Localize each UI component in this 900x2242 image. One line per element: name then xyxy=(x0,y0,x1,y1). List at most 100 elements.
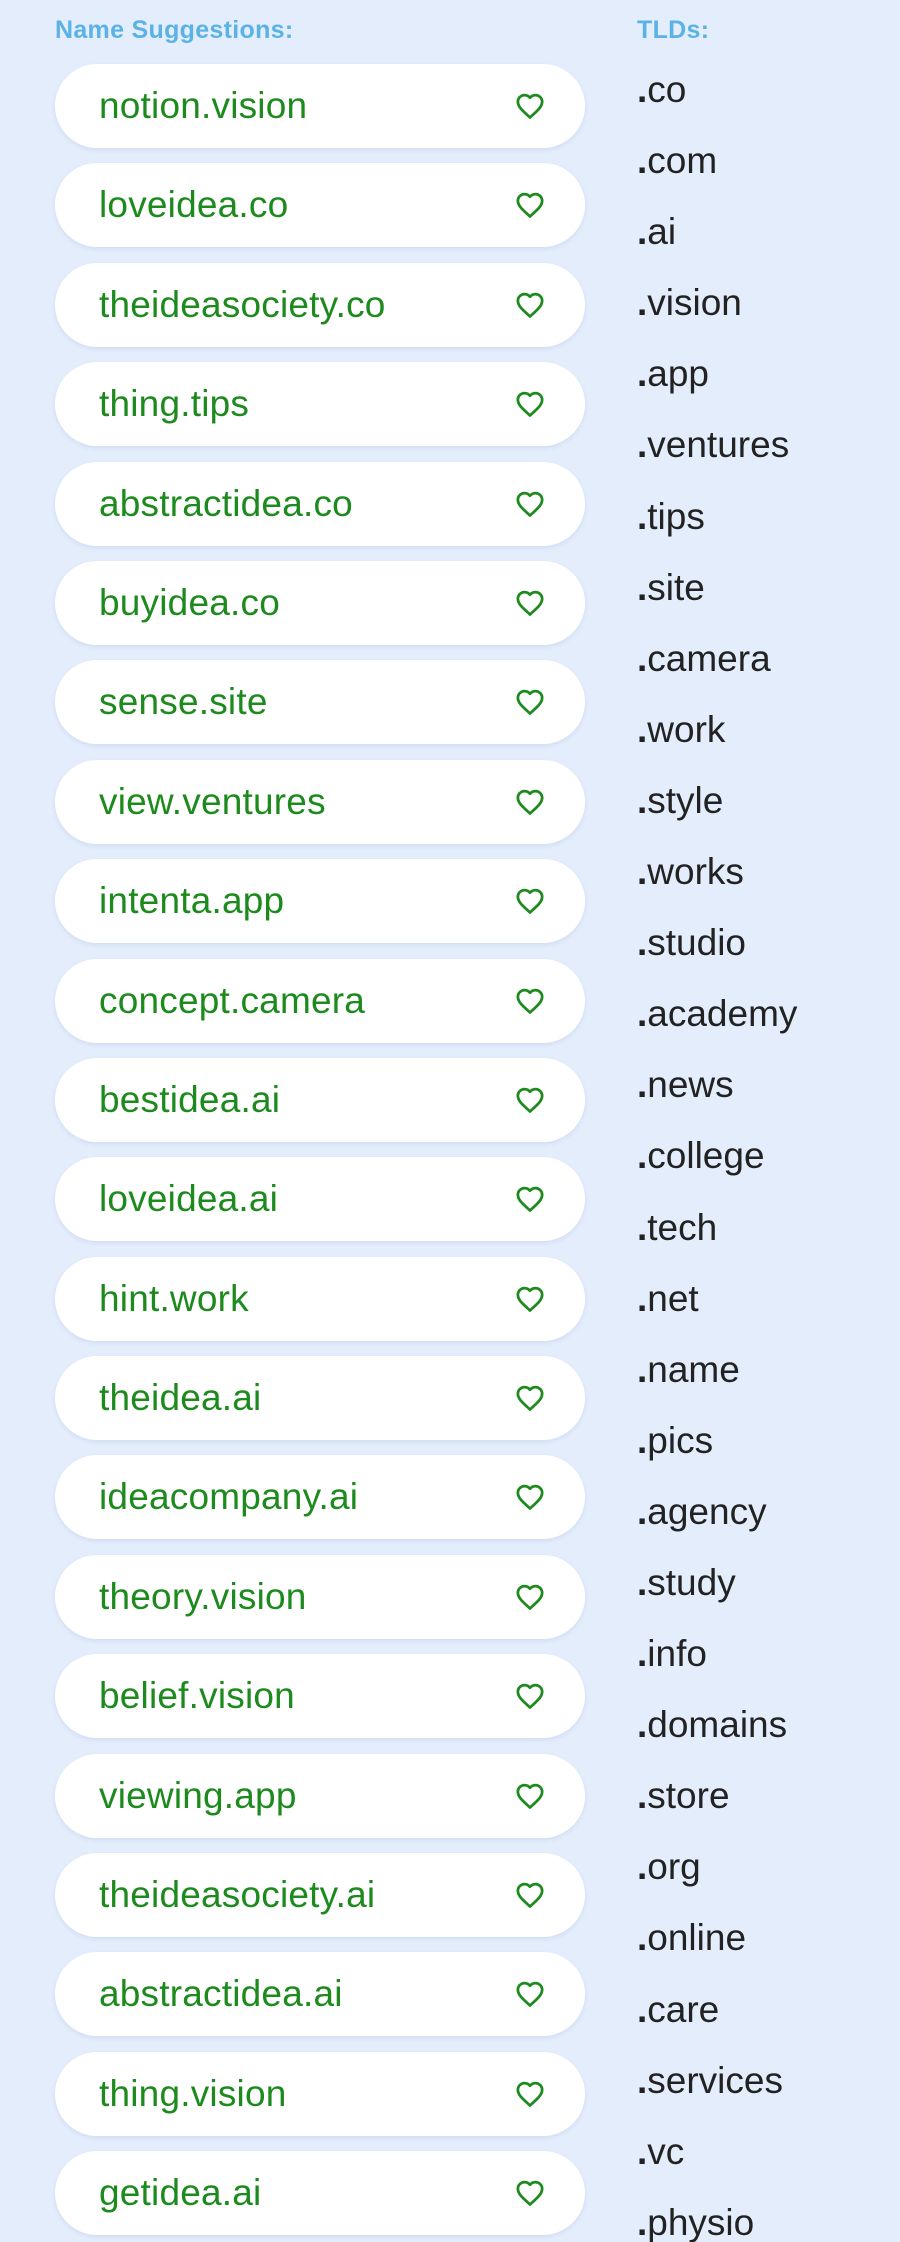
heart-outline-icon[interactable] xyxy=(513,685,547,719)
tld-label: org xyxy=(647,1846,701,1888)
heart-outline-icon[interactable] xyxy=(513,2176,547,2210)
tld-item[interactable]: .ventures xyxy=(637,421,887,492)
tld-label: studio xyxy=(647,922,747,964)
tld-item[interactable]: .care xyxy=(637,1986,887,2057)
heart-outline-icon[interactable] xyxy=(513,1083,547,1117)
tld-item[interactable]: .org xyxy=(637,1843,887,1914)
heart-outline-icon[interactable] xyxy=(513,1878,547,1912)
name-suggestion-item[interactable]: theory.vision xyxy=(55,1554,585,1639)
tld-item[interactable]: .tech xyxy=(637,1204,887,1275)
tld-label: work xyxy=(647,708,726,750)
name-suggestion-item[interactable]: theideasociety.ai xyxy=(55,1853,585,1938)
tld-dot: . xyxy=(637,1917,648,1959)
tld-item[interactable]: .college xyxy=(637,1132,887,1203)
heart-outline-icon[interactable] xyxy=(513,884,547,918)
tld-item[interactable]: .ai xyxy=(637,208,887,279)
tld-label: camera xyxy=(647,637,771,679)
tld-item[interactable]: .vision xyxy=(637,279,887,350)
name-suggestion-item[interactable]: getidea.ai xyxy=(55,2151,585,2236)
heart-outline-icon[interactable] xyxy=(513,1480,547,1514)
tld-item[interactable]: .tips xyxy=(637,493,887,564)
name-suggestion-item[interactable]: intenta.app xyxy=(55,859,585,944)
name-suggestion-item[interactable]: loveidea.ai xyxy=(55,1157,585,1242)
tld-item[interactable]: .net xyxy=(637,1275,887,1346)
heart-outline-icon[interactable] xyxy=(513,89,547,123)
name-suggestion-item[interactable]: abstractidea.co xyxy=(55,461,585,546)
heart-outline-icon[interactable] xyxy=(513,1381,547,1415)
tld-item[interactable]: .online xyxy=(637,1914,887,1985)
tld-dot: . xyxy=(637,1988,648,2030)
heart-outline-icon[interactable] xyxy=(513,1282,547,1316)
name-suggestion-item[interactable]: viewing.app xyxy=(55,1753,585,1838)
heart-outline-icon[interactable] xyxy=(513,1779,547,1813)
tld-item[interactable]: .study xyxy=(637,1559,887,1630)
tld-item[interactable]: .works xyxy=(637,848,887,919)
tld-item[interactable]: .academy xyxy=(637,990,887,1061)
name-suggestion-item[interactable]: buyidea.co xyxy=(55,560,585,645)
name-suggestion-item[interactable]: theidea.ai xyxy=(55,1356,585,1441)
tld-label: site xyxy=(647,566,705,608)
tld-item[interactable]: .domains xyxy=(637,1701,887,1772)
heart-outline-icon[interactable] xyxy=(513,188,547,222)
name-suggestion-label: theidea.ai xyxy=(99,1377,262,1419)
tld-item[interactable]: .work xyxy=(637,706,887,777)
tld-label: ventures xyxy=(647,424,790,466)
tld-dot: . xyxy=(637,140,648,182)
name-suggestion-item[interactable]: sense.site xyxy=(55,660,585,745)
heart-outline-icon[interactable] xyxy=(513,2077,547,2111)
tld-item[interactable]: .style xyxy=(637,777,887,848)
name-suggestion-item[interactable]: theideasociety.co xyxy=(55,262,585,347)
tld-dot: . xyxy=(637,1348,648,1390)
heart-outline-icon[interactable] xyxy=(513,1679,547,1713)
heart-outline-icon[interactable] xyxy=(513,288,547,322)
name-suggestion-item[interactable]: concept.camera xyxy=(55,958,585,1043)
name-suggestion-item[interactable]: thing.vision xyxy=(55,2051,585,2136)
tld-item[interactable]: .co xyxy=(637,66,887,137)
name-suggestions-title: Name Suggestions: xyxy=(55,16,294,44)
name-suggestion-label: intenta.app xyxy=(99,880,285,922)
name-suggestion-item[interactable]: notion.vision xyxy=(55,64,585,148)
name-suggestion-item[interactable]: ideacompany.ai xyxy=(55,1455,585,1540)
tld-label: tech xyxy=(647,1206,718,1248)
heart-outline-icon[interactable] xyxy=(513,1580,547,1614)
tld-item[interactable]: .studio xyxy=(637,919,887,990)
name-suggestion-item[interactable]: bestidea.ai xyxy=(55,1057,585,1142)
tld-item[interactable]: .site xyxy=(637,564,887,635)
heart-outline-icon[interactable] xyxy=(513,1182,547,1216)
tld-label: store xyxy=(647,1775,730,1817)
tld-item[interactable]: .news xyxy=(637,1061,887,1132)
name-suggestion-item[interactable]: loveidea.co xyxy=(55,163,585,248)
tld-item[interactable]: .com xyxy=(637,137,887,208)
heart-outline-icon[interactable] xyxy=(513,984,547,1018)
tld-dot: . xyxy=(637,1704,648,1746)
tld-label: net xyxy=(647,1277,699,1319)
tld-label: agency xyxy=(647,1490,767,1532)
tld-item[interactable]: .app xyxy=(637,350,887,421)
name-suggestion-item[interactable]: thing.tips xyxy=(55,362,585,447)
heart-outline-icon[interactable] xyxy=(513,785,547,819)
tld-item[interactable]: .physio xyxy=(637,2199,887,2242)
heart-outline-icon[interactable] xyxy=(513,487,547,521)
tld-dot: . xyxy=(637,69,648,110)
tld-dot: . xyxy=(637,1633,648,1675)
name-suggestions-list: notion.vision loveidea.co theideasociety.c… xyxy=(55,64,585,2236)
heart-outline-icon[interactable] xyxy=(513,586,547,620)
tld-item[interactable]: .services xyxy=(637,2057,887,2128)
tld-dot: . xyxy=(637,2130,648,2172)
tld-item[interactable]: .store xyxy=(637,1772,887,1843)
tld-item[interactable]: .agency xyxy=(637,1488,887,1559)
heart-outline-icon[interactable] xyxy=(513,1977,547,2011)
name-suggestion-item[interactable]: hint.work xyxy=(55,1256,585,1341)
name-suggestion-item[interactable]: view.ventures xyxy=(55,759,585,844)
tld-item[interactable]: .name xyxy=(637,1346,887,1417)
name-suggestion-label: getidea.ai xyxy=(99,2172,262,2214)
name-suggestion-label: concept.camera xyxy=(99,979,366,1021)
tld-item[interactable]: .info xyxy=(637,1630,887,1701)
tld-item[interactable]: .camera xyxy=(637,635,887,706)
heart-outline-icon[interactable] xyxy=(513,387,547,421)
name-suggestion-item[interactable]: belief.vision xyxy=(55,1654,585,1739)
name-suggestion-item[interactable]: abstractidea.ai xyxy=(55,1952,585,2037)
tld-item[interactable]: .pics xyxy=(637,1417,887,1488)
tld-label: tips xyxy=(647,495,705,537)
tld-item[interactable]: .vc xyxy=(637,2128,887,2199)
